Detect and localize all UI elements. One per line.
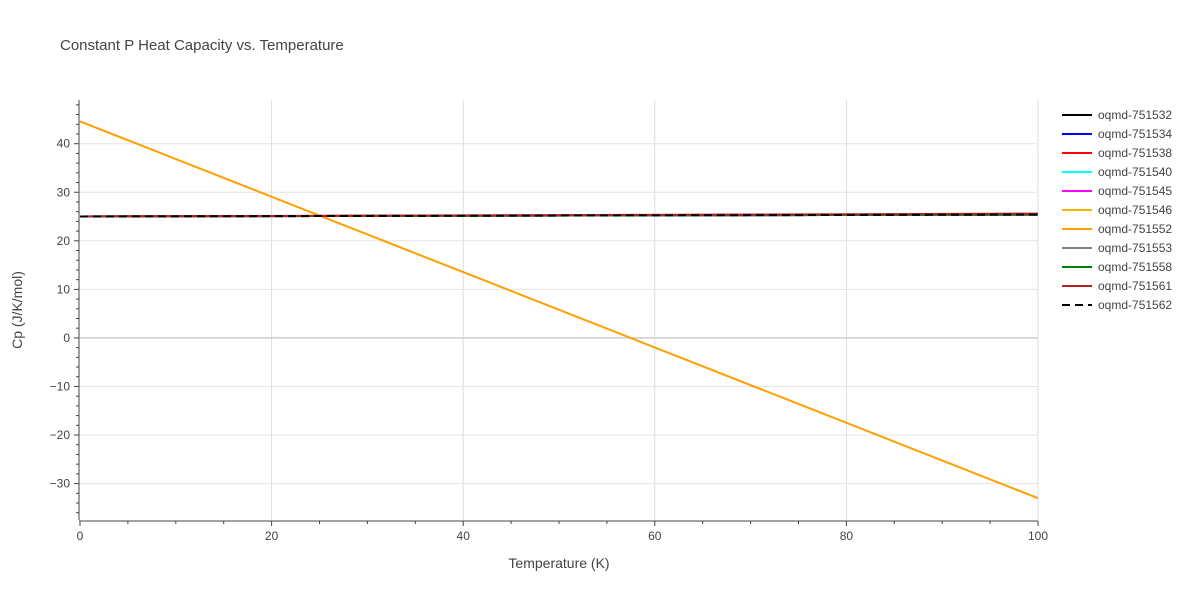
legend-label: oqmd-751545 <box>1098 184 1172 198</box>
x-tick-label: 0 <box>77 529 84 543</box>
legend-label: oqmd-751561 <box>1098 279 1172 293</box>
x-axis-title: Temperature (K) <box>508 555 609 571</box>
legend-label: oqmd-751532 <box>1098 108 1172 122</box>
grid <box>80 100 1039 520</box>
x-tick-label: 40 <box>457 529 471 543</box>
legend-label: oqmd-751540 <box>1098 165 1172 179</box>
x-tick-label: 100 <box>1028 529 1048 543</box>
y-tick-label: 20 <box>57 234 71 248</box>
legend-label: oqmd-751546 <box>1098 203 1172 217</box>
legend-label: oqmd-751558 <box>1098 260 1172 274</box>
legend: oqmd-751532 oqmd-751534 oqmd-751538 oqmd-75… <box>1062 108 1172 312</box>
y-tick-label: 30 <box>57 185 71 199</box>
legend-label: oqmd-751553 <box>1098 241 1172 255</box>
y-tick-label: 0 <box>63 331 70 345</box>
chart-title: Constant P Heat Capacity vs. Temperature <box>60 37 344 54</box>
y-axis-title: Cp (J/K/mol) <box>9 271 25 349</box>
legend-label: oqmd-751562 <box>1098 298 1172 312</box>
y-tick-label: 10 <box>57 282 71 296</box>
y-tick-label: −20 <box>50 428 71 442</box>
x-tick-label: 80 <box>840 529 854 543</box>
legend-label: oqmd-751552 <box>1098 222 1172 236</box>
legend-label: oqmd-751534 <box>1098 127 1172 141</box>
series-line-oqmd-751552 <box>79 120 1039 500</box>
x-tick-label: 60 <box>648 529 662 543</box>
series-line-oqmd-751562 <box>79 213 1039 218</box>
y-tick-label: −10 <box>50 379 71 393</box>
legend-label: oqmd-751538 <box>1098 146 1172 160</box>
y-axis: −30 −20 −10 0 10 20 30 40 <box>50 100 80 520</box>
x-tick-label: 20 <box>265 529 279 543</box>
y-tick-label: −30 <box>50 477 71 491</box>
plot-lines <box>79 120 1039 500</box>
y-tick-label: 40 <box>57 137 71 151</box>
x-axis: 0 20 40 60 80 100 <box>77 520 1048 543</box>
